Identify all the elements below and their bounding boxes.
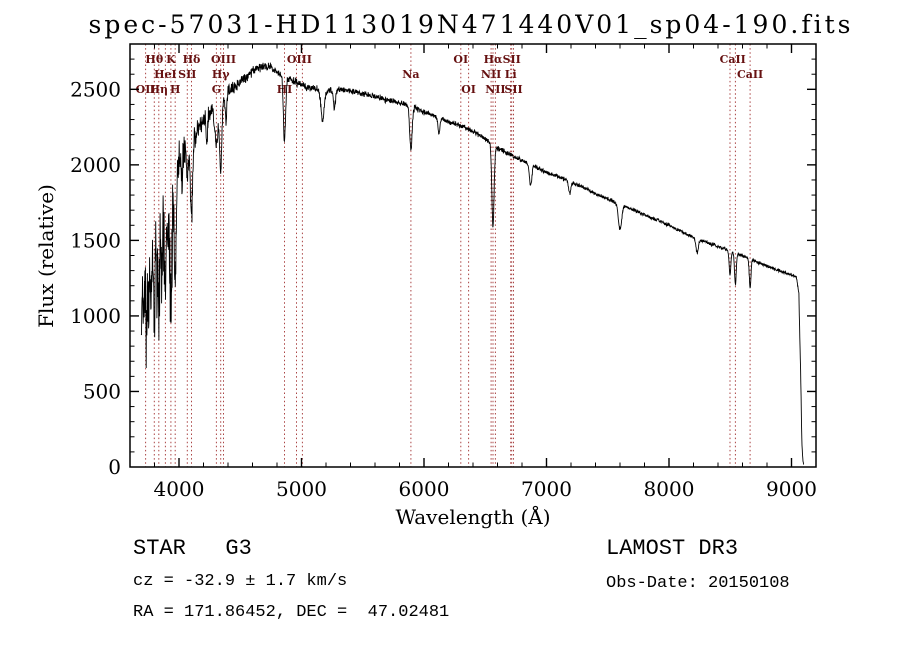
svg-text:K: K [166, 53, 176, 66]
svg-text:2500: 2500 [70, 77, 121, 101]
y-axis-label: Flux (relative) [34, 184, 58, 328]
svg-text:Hη: Hη [150, 83, 168, 96]
annotation-cz: cz = -32.9 ± 1.7 km/s [133, 572, 348, 591]
svg-text:4000: 4000 [154, 477, 205, 501]
x-axis-label: Wavelength (Å) [395, 505, 551, 529]
svg-text:500: 500 [83, 380, 121, 404]
svg-text:HeI: HeI [154, 68, 177, 81]
annotation-ra-dec: RA = 171.86452, DEC = 47.02481 [133, 603, 450, 622]
svg-text:6000: 6000 [399, 477, 450, 501]
spectrum-series [140, 62, 805, 465]
svg-text:1500: 1500 [70, 228, 121, 252]
svg-text:OIII: OIII [287, 53, 312, 66]
svg-text:OI: OI [453, 53, 468, 66]
svg-text:OI: OI [461, 83, 476, 96]
y-tick-labels: 0 500 1000 1500 2000 2500 [70, 77, 121, 479]
svg-text:G: G [212, 83, 221, 96]
svg-text:Hα: Hα [484, 53, 503, 66]
svg-text:Hδ: Hδ [183, 53, 201, 66]
svg-text:8000: 8000 [644, 477, 695, 501]
svg-text:NII: NII [481, 68, 501, 81]
svg-text:Hγ: Hγ [212, 68, 230, 81]
svg-text:HI: HI [277, 83, 293, 96]
spectral-line-markers [145, 44, 751, 467]
svg-text:OII: OII [136, 83, 156, 96]
svg-text:9000: 9000 [766, 477, 817, 501]
svg-text:NII: NII [485, 83, 505, 96]
svg-text:H: H [170, 83, 180, 96]
svg-text:1000: 1000 [70, 304, 121, 328]
plot-frame [129, 43, 817, 468]
svg-text:CaII: CaII [737, 68, 763, 81]
axis-ticks [129, 43, 817, 468]
svg-text:Li: Li [505, 68, 517, 81]
annotation-obs-date: Obs-Date: 20150108 [606, 574, 790, 593]
x-tick-labels: 4000 5000 6000 7000 8000 9000 [154, 477, 817, 501]
svg-text:Hθ: Hθ [145, 53, 163, 66]
svg-text:SII: SII [503, 53, 521, 66]
svg-text:7000: 7000 [521, 477, 572, 501]
plot-title: spec-57031-HD113019N471440V01_sp04-190.f… [88, 10, 854, 39]
svg-text:SII: SII [178, 68, 196, 81]
spectrum-trace [140, 62, 805, 465]
svg-text:Na: Na [402, 68, 419, 81]
svg-text:OIII: OIII [211, 53, 236, 66]
svg-text:SII: SII [504, 83, 522, 96]
svg-text:5000: 5000 [276, 477, 327, 501]
svg-text:2000: 2000 [70, 153, 121, 177]
annotation-object-type: STAR G3 [133, 536, 252, 561]
annotation-survey: LAMOST DR3 [606, 536, 739, 561]
svg-text:0: 0 [108, 455, 121, 479]
svg-text:CaII: CaII [720, 53, 746, 66]
